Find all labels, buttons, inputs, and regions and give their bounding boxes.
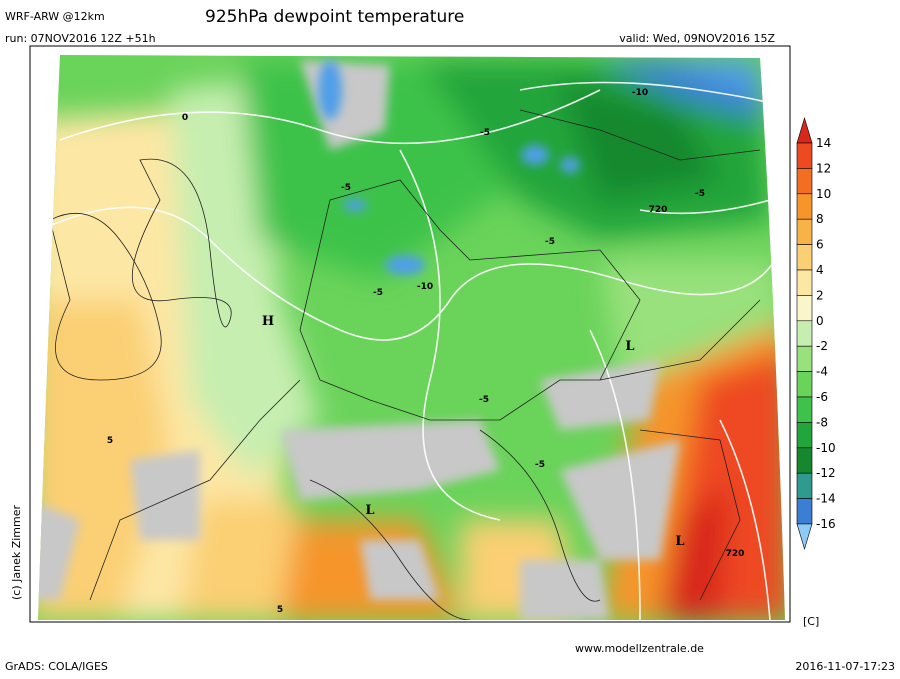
colorbar-segment	[796, 168, 813, 195]
colorbar-tick-label: 4	[816, 263, 824, 277]
colorbar-segment	[796, 295, 813, 322]
map-label: L	[365, 503, 374, 518]
map-labels: L L L 720 720 -10 -10 -5 -5 -5 -5 -5 -5 -5 0 5 5 H	[107, 88, 745, 615]
colorbar-tick-label: 12	[816, 161, 831, 175]
colorbar-tick-label: -10	[816, 441, 836, 455]
map-label: -5	[535, 460, 545, 470]
timestamp: 2016-11-07-17:23	[795, 660, 895, 673]
colorbar-tick-label: -14	[816, 492, 836, 506]
colorbar-segment	[796, 269, 813, 296]
map-label: -5	[695, 189, 705, 199]
colorbar-segment	[796, 422, 813, 449]
colorbar-tick-label: -16	[816, 517, 836, 531]
colorbar-tick-label: 10	[816, 187, 831, 201]
unit-label: [C]	[803, 615, 819, 628]
map-label: 720	[726, 549, 745, 559]
map-label: L	[675, 534, 684, 549]
software: GrADS: COLA/IGES	[5, 660, 108, 673]
colorbar: 14 12 10 8 6 4 2 0 -2 -4 -6 -8 -10 -12 -14 -16	[796, 116, 836, 551]
model-name: WRF-ARW @12km	[5, 10, 105, 23]
map-label: -5	[373, 288, 383, 298]
colorbar-segment	[796, 472, 813, 499]
map-label: -5	[341, 183, 351, 193]
credit: (c) Janek Zimmer	[10, 504, 23, 600]
colorbar-segment	[796, 498, 813, 525]
colorbar-segment	[796, 447, 813, 474]
colorbar-segment	[796, 244, 813, 271]
map-title: 925hPa dewpoint temperature	[205, 7, 464, 27]
map-label: 720	[649, 205, 668, 215]
colorbar-segment	[796, 320, 813, 347]
colorbar-cap	[796, 116, 813, 144]
colorbar-tick-label: 14	[816, 136, 831, 150]
colorbar-tick-label: -6	[816, 390, 828, 404]
map-label: 0	[182, 113, 188, 123]
colorbar-segment	[796, 193, 813, 220]
map-label: H	[262, 314, 274, 329]
map-field	[38, 55, 785, 620]
map-label: L	[625, 339, 634, 354]
colorbar-segment	[796, 396, 813, 423]
map-label: 5	[277, 605, 283, 615]
colorbar-tick-label: 2	[816, 288, 824, 302]
valid-info: valid: Wed, 09NOV2016 15Z	[619, 32, 775, 45]
colorbar-segment	[796, 345, 813, 372]
map-label: -5	[545, 237, 555, 247]
colorbar-tick-label: 0	[816, 314, 824, 328]
map-label: -10	[632, 88, 648, 98]
colorbar-tick-label: 8	[816, 212, 824, 226]
website: www.modellzentrale.de	[575, 642, 704, 655]
colorbar-cap	[796, 523, 813, 551]
colorbar-tick-label: -2	[816, 339, 828, 353]
colorbar-tick-label: -12	[816, 466, 836, 480]
colorbar-tick-label: -4	[816, 365, 828, 379]
colorbar-segment	[796, 142, 813, 169]
colorbar-tick-label: 6	[816, 238, 824, 252]
map-label: 5	[107, 436, 113, 446]
map-label: -5	[479, 395, 489, 405]
colorbar-segment	[796, 218, 813, 245]
colorbar-tick-label: -8	[816, 415, 828, 429]
colorbar-segment	[796, 371, 813, 398]
run-info: run: 07NOV2016 12Z +51h	[5, 32, 156, 45]
map-label: -10	[417, 282, 433, 292]
map-label: -5	[480, 128, 490, 138]
